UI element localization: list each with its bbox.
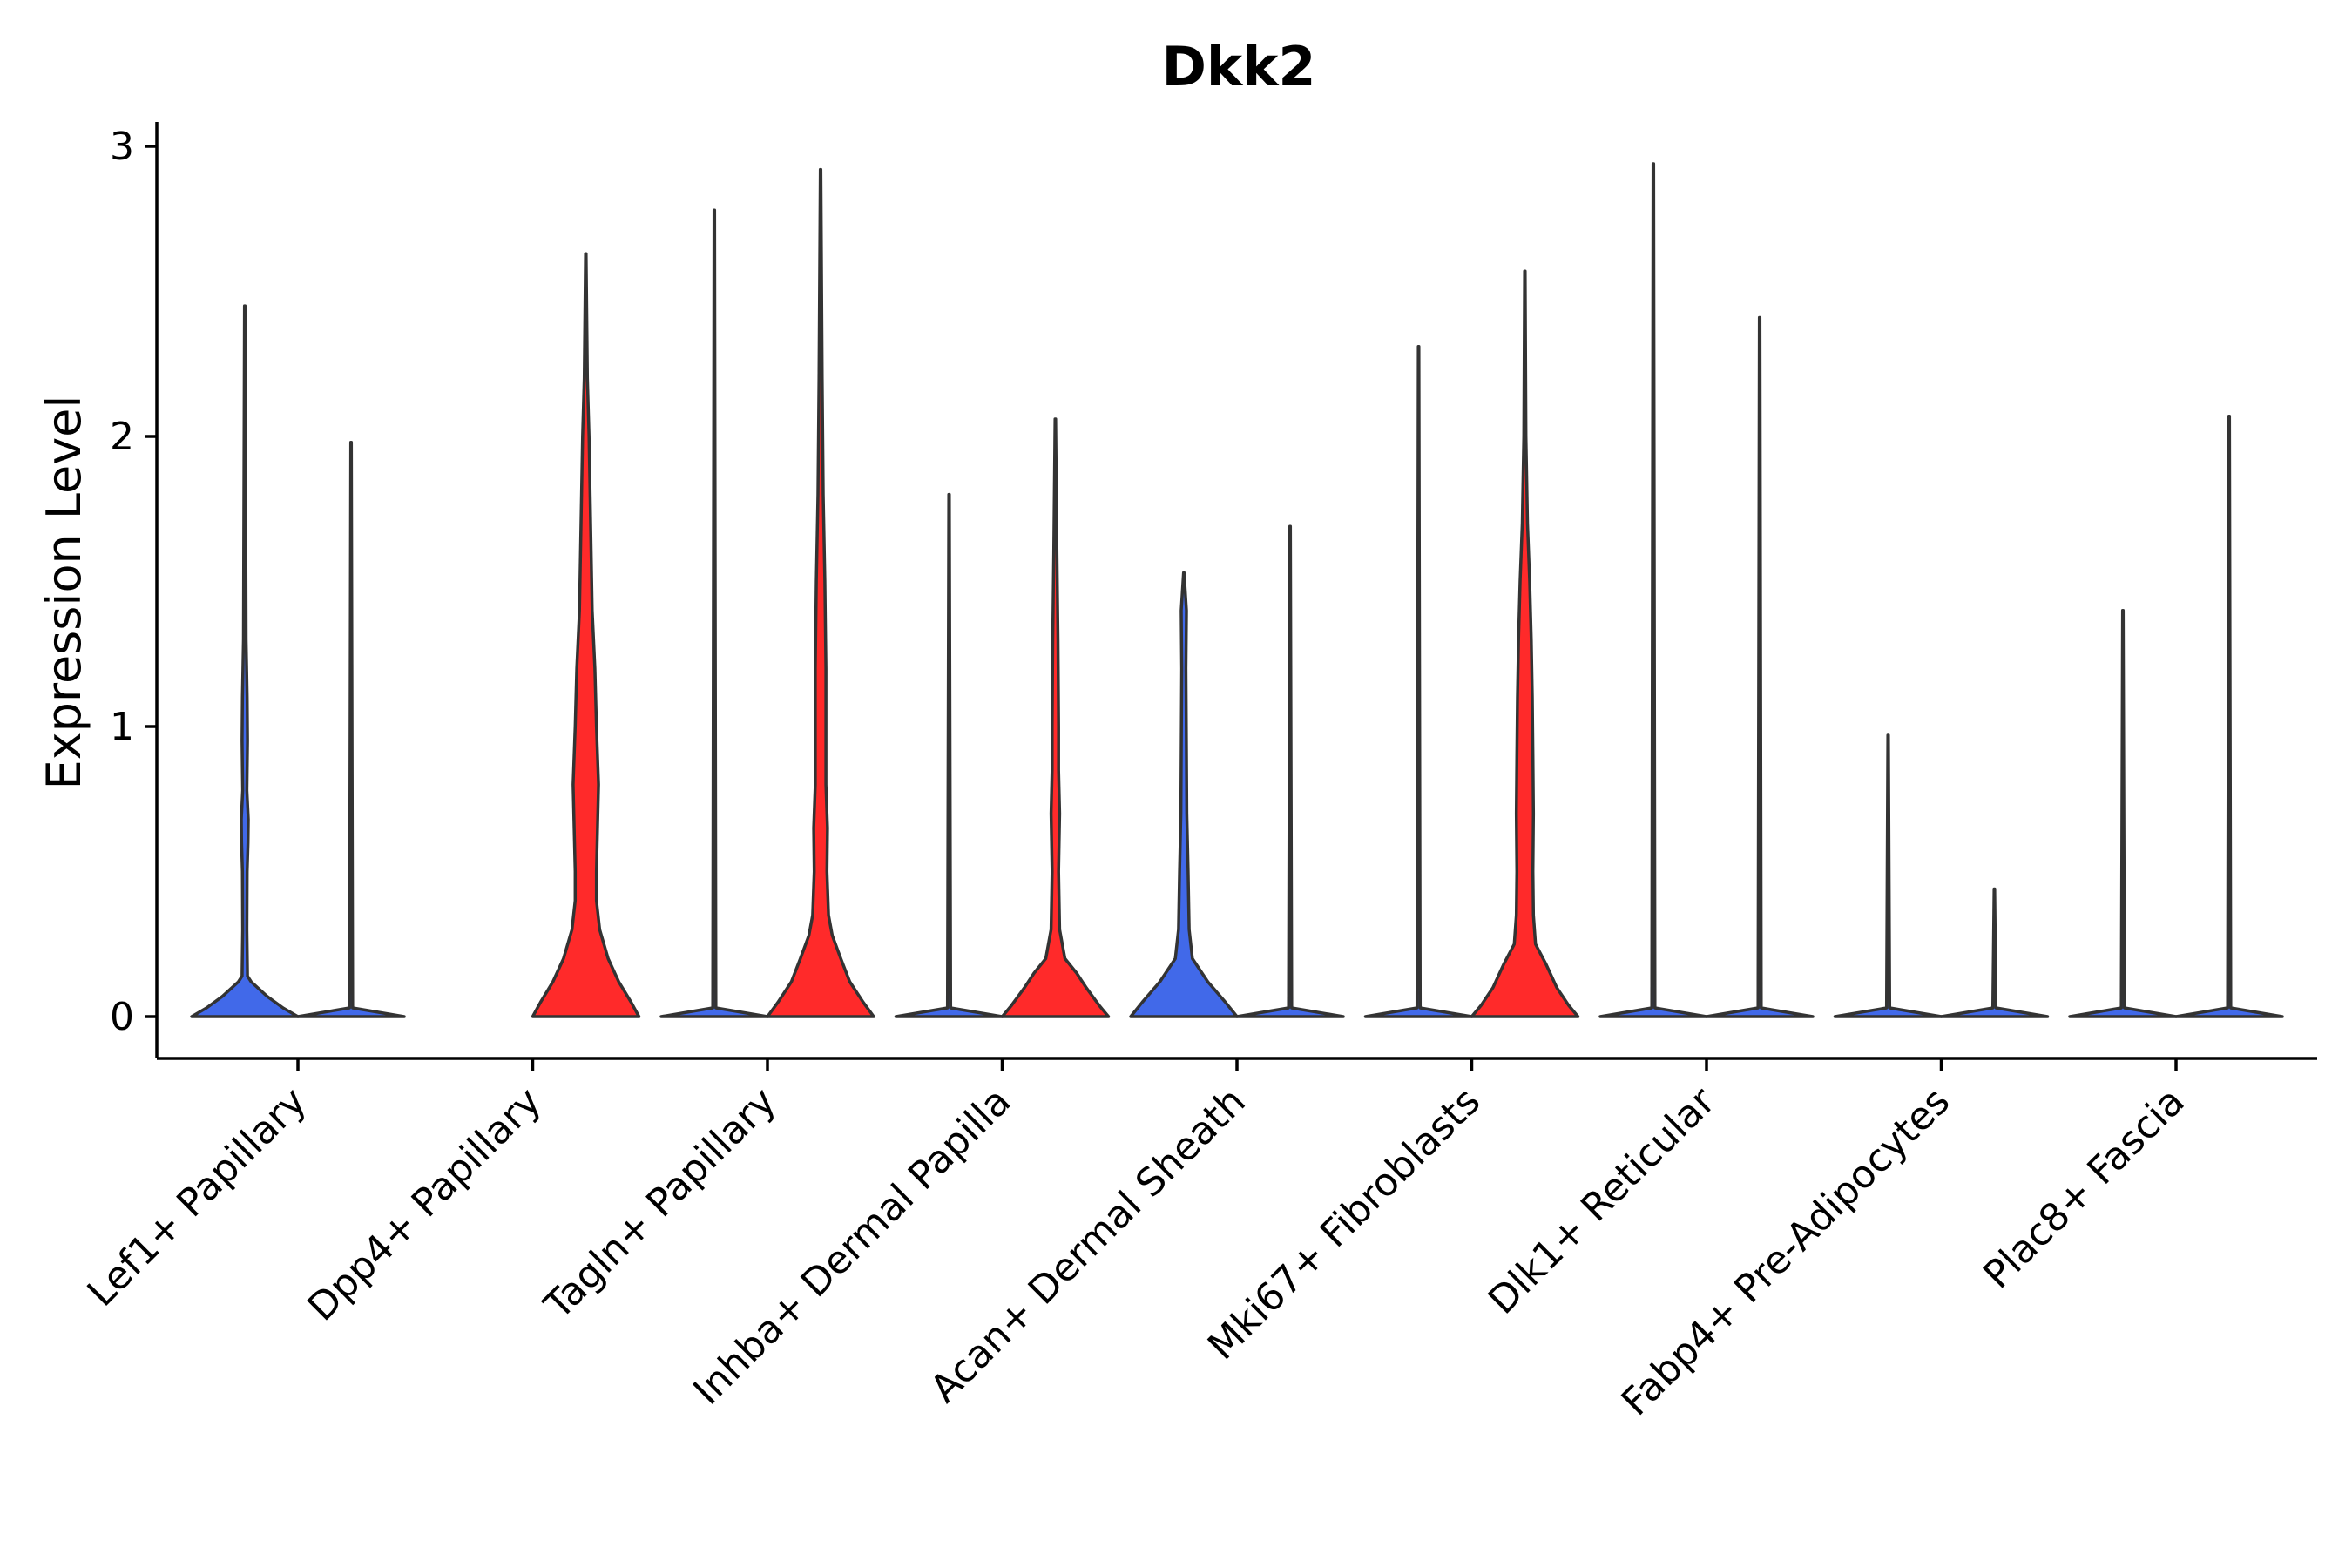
y-tick-label: 3 bbox=[110, 125, 134, 169]
x-tick-label: Dpp4+ Papillary bbox=[300, 1079, 551, 1330]
violin-right-fabp4-pre-adipocytes bbox=[1939, 887, 2050, 1018]
violin-left-tagln-papillary bbox=[659, 208, 769, 1018]
y-axis-label: Expression Level bbox=[37, 395, 91, 790]
violin-left-dlk1-reticular bbox=[1598, 162, 1708, 1018]
violin-right-dlk1-reticular bbox=[1705, 315, 1815, 1018]
violin-left-inhba-dermal-papilla bbox=[894, 492, 1004, 1018]
chart-title: Dkk2 bbox=[1161, 35, 1315, 98]
y-tick-label: 1 bbox=[110, 705, 134, 749]
violin-left-acan-dermal-sheath bbox=[1129, 571, 1239, 1018]
violin-left-lef1-papillary bbox=[190, 304, 300, 1018]
violin-group bbox=[190, 162, 2284, 1018]
violin-right-acan-dermal-sheath bbox=[1235, 524, 1345, 1018]
x-tick-label: Tagln+ Papillary bbox=[536, 1079, 785, 1328]
y-ticks: 0 1 2 3 bbox=[110, 125, 157, 1039]
violin-right-plac8-fascia bbox=[2174, 414, 2284, 1018]
violin-right-lef1-papillary bbox=[296, 440, 406, 1018]
violin-right-tagln-papillary bbox=[766, 167, 875, 1018]
violin-left-mki67-fibroblasts bbox=[1363, 345, 1474, 1018]
violin-left-fabp4-pre-adipocytes bbox=[1833, 733, 1943, 1018]
y-tick-label: 2 bbox=[110, 415, 134, 459]
x-tick-label: Plac8+ Fascia bbox=[1975, 1079, 2193, 1298]
x-tick-label: Mki67+ Fibroblasts bbox=[1200, 1079, 1489, 1369]
y-tick-label: 0 bbox=[110, 995, 134, 1039]
violin-right-mki67-fibroblasts bbox=[1470, 269, 1580, 1018]
violin-left-plac8-fascia bbox=[2068, 609, 2178, 1018]
violin-right-inhba-dermal-papilla bbox=[1000, 417, 1111, 1018]
x-tick-label: Lef1+ Papillary bbox=[79, 1079, 315, 1315]
violin-right-dpp4-papillary bbox=[531, 252, 641, 1018]
x-tick-label: Dlk1+ Reticular bbox=[1480, 1078, 1725, 1323]
